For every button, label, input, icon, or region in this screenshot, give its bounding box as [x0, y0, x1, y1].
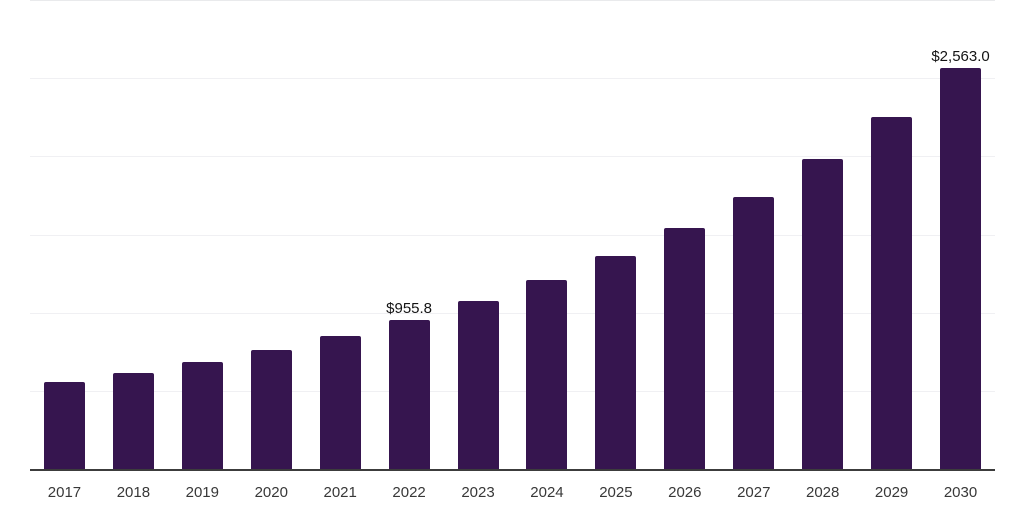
gridline-1500: [30, 234, 995, 236]
bar-2021: [319, 335, 361, 469]
bar-2022: [388, 319, 430, 469]
bar-2027: [733, 196, 775, 469]
x-axis-line: [30, 469, 995, 471]
gridline-2000: [30, 156, 995, 158]
bar-2028: [802, 159, 844, 469]
gridline-2500: [30, 78, 995, 80]
bar-2023: [457, 301, 499, 469]
bar-2024: [526, 280, 568, 469]
x-tick-2025: 2025: [599, 484, 633, 501]
x-axis: 2017 2018 2019 2020 2021 2022 2023 2024 2025 2026…: [30, 471, 995, 512]
gridline-1000: [30, 312, 995, 314]
x-tick-2029: 2029: [874, 484, 909, 501]
bar-2019: [181, 362, 223, 469]
bar-2029: [871, 116, 913, 469]
value-label-2022: $955.8: [386, 299, 433, 317]
bar-2030: [940, 68, 982, 469]
x-tick-2027: 2027: [737, 484, 771, 501]
bar-2026: [664, 228, 706, 469]
x-tick-2024: 2024: [530, 484, 564, 501]
x-tick-2028: 2028: [805, 484, 840, 501]
value-label-2030: $2,563.0: [931, 48, 990, 66]
x-tick-2017: 2017: [47, 484, 82, 501]
bar-2017: [43, 382, 85, 469]
plot-area: $955.8 $2,563.0: [30, 0, 995, 469]
x-tick-2030: 2030: [943, 484, 978, 501]
x-tick-2020: 2020: [254, 484, 288, 501]
x-tick-2023: 2023: [461, 484, 495, 501]
bar-2018: [112, 373, 154, 469]
x-tick-2026: 2026: [668, 484, 702, 501]
x-tick-2021: 2021: [323, 484, 357, 501]
x-tick-2022: 2022: [392, 484, 426, 501]
bar-2020: [250, 350, 292, 469]
bar-2025: [595, 256, 637, 469]
gridline-500: [30, 390, 995, 392]
x-tick-2018: 2018: [116, 484, 151, 501]
x-tick-2019: 2019: [185, 484, 219, 501]
gridline-3000: [30, 0, 995, 1]
